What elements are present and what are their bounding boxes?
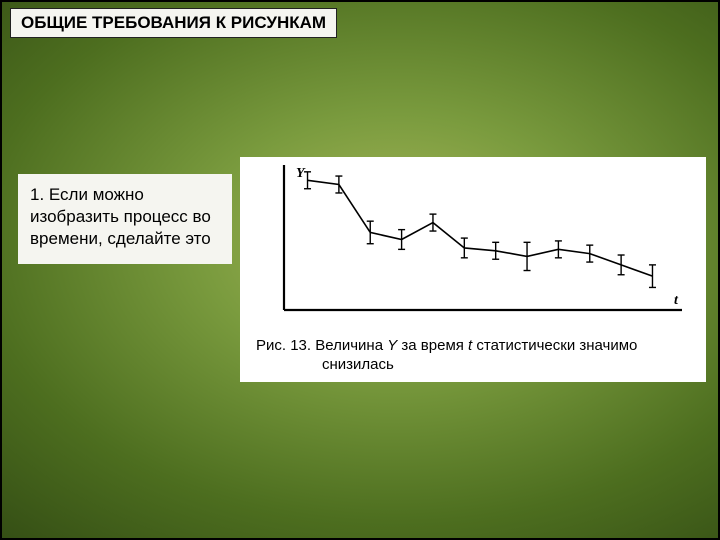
caption-mid: за время	[397, 337, 468, 354]
body-text-box: 1. Если можно изобразить процесс во врем…	[18, 174, 232, 264]
slide-title-box: ОБЩИЕ ТРЕБОВАНИЯ К РИСУНКАМ	[10, 8, 337, 38]
body-text: 1. Если можно изобразить процесс во врем…	[30, 185, 211, 248]
caption-suffix2: снизилась	[256, 356, 696, 375]
svg-text:Y: Y	[296, 166, 306, 181]
line-chart: Yt	[240, 157, 706, 332]
caption-var-y: Y	[387, 337, 397, 354]
chart-area: Yt	[240, 157, 706, 332]
chart-box: Yt Рис. 13. Величина Y за время t статис…	[240, 157, 706, 382]
slide-title: ОБЩИЕ ТРЕБОВАНИЯ К РИСУНКАМ	[21, 13, 326, 32]
svg-text:t: t	[674, 293, 679, 308]
slide: ОБЩИЕ ТРЕБОВАНИЯ К РИСУНКАМ 1. Если можн…	[0, 0, 720, 540]
figure-caption: Рис. 13. Величина Y за время t статистич…	[256, 337, 696, 375]
caption-suffix1: статистически значимо	[472, 337, 637, 354]
caption-prefix: Рис. 13. Величина	[256, 337, 387, 354]
